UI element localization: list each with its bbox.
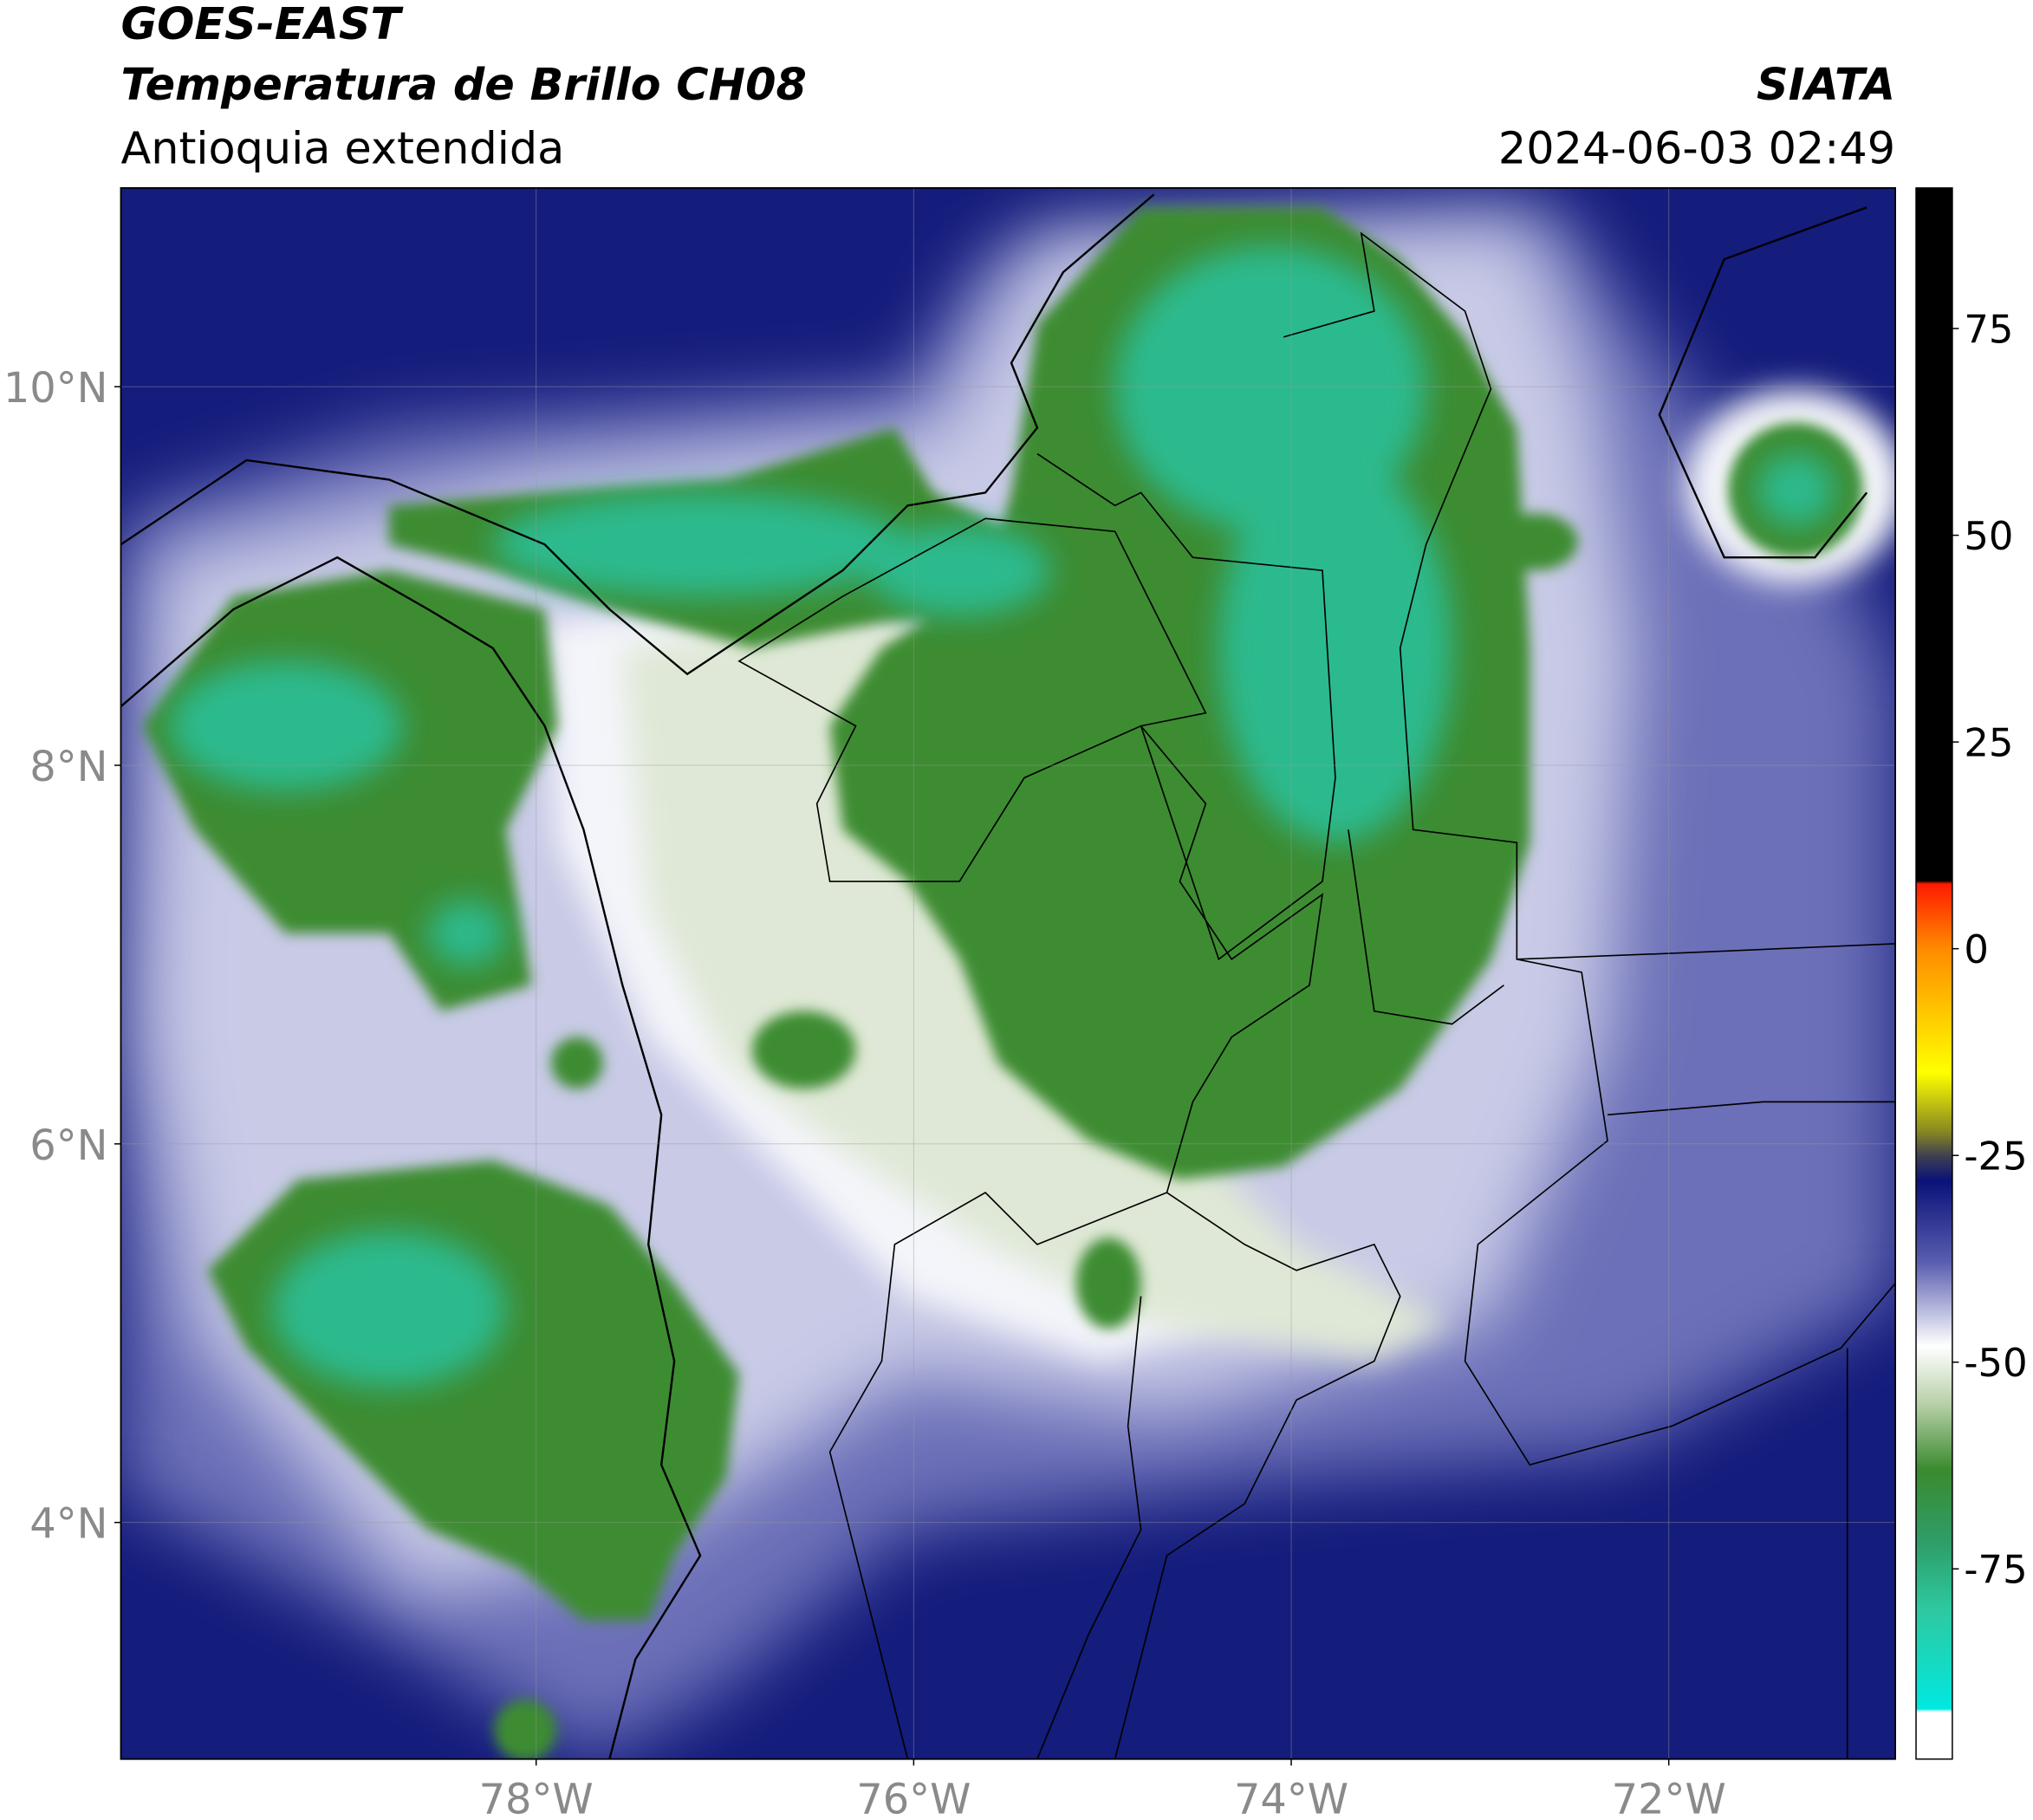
- y-tick-label: 8°N: [29, 744, 107, 791]
- source: SIATA: [1757, 59, 1895, 110]
- grid: [120, 187, 1896, 1759]
- y-tick-label: 10°N: [3, 365, 108, 413]
- x-tick-label: 76°W: [856, 1777, 971, 1820]
- x-tick-label: 74°W: [1234, 1777, 1348, 1820]
- coastlines: [120, 193, 1868, 1759]
- y-tick-label: 4°N: [29, 1501, 107, 1549]
- x-tick-label: 78°W: [479, 1777, 594, 1820]
- map-frame: [120, 186, 1896, 1760]
- x-tick-label: 72°W: [1612, 1777, 1726, 1820]
- colorbar-tick-label: 25: [1964, 720, 2013, 766]
- colorbar-tick-label: -75: [1964, 1547, 2027, 1593]
- datetime: 2024-06-03 02:49: [1498, 122, 1895, 173]
- satellite-image: [120, 187, 1896, 1759]
- title: GOES-EAST: [120, 0, 404, 49]
- region: Antioquia extendida: [120, 122, 564, 173]
- y-tick-label: 6°N: [29, 1122, 107, 1170]
- colorbar-tick-label: -50: [1964, 1340, 2027, 1386]
- borders: [737, 231, 1896, 1759]
- colorbar: [1915, 187, 1953, 1760]
- colorbar-tick-label: -25: [1964, 1134, 2027, 1180]
- subtitle: Temperatura de Brillo CH08: [120, 59, 806, 110]
- colorbar-tick-label: 50: [1964, 513, 2013, 559]
- colorbar-tick-label: 0: [1964, 926, 1989, 972]
- colorbar-tick-label: 75: [1964, 307, 2013, 353]
